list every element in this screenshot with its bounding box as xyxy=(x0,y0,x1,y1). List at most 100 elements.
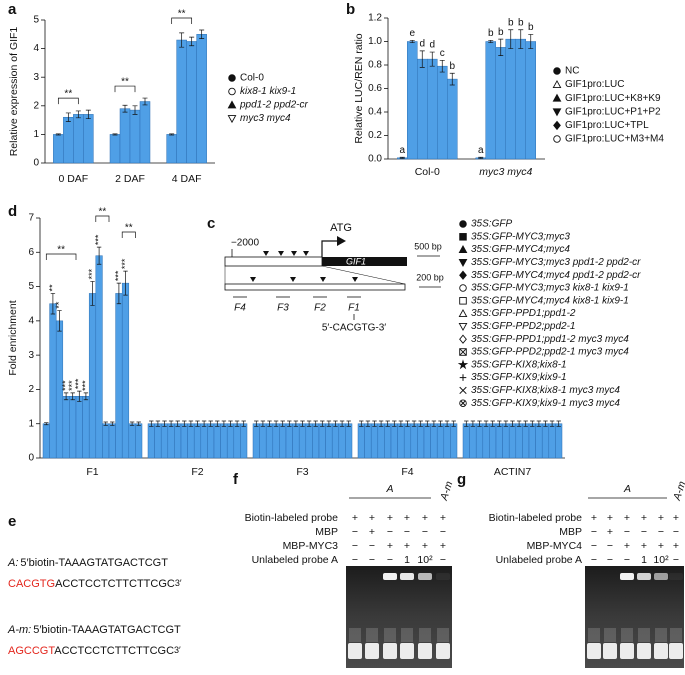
significance-label: ** xyxy=(57,245,65,256)
marker-shape xyxy=(458,245,468,254)
error-bar xyxy=(418,420,423,427)
significance-letter: c xyxy=(440,48,445,59)
significance-stars: ** xyxy=(54,301,64,309)
gel-band xyxy=(587,643,601,659)
x-tick-label: Col-0 xyxy=(415,166,440,178)
error-bar xyxy=(508,29,514,49)
cell: + xyxy=(422,540,428,552)
legend-marker xyxy=(458,258,468,267)
bar xyxy=(265,423,274,459)
bar xyxy=(129,109,141,164)
error-bar xyxy=(96,246,102,265)
bar xyxy=(88,293,97,459)
cell: + xyxy=(352,512,358,524)
cell: − xyxy=(591,540,597,552)
error-bar xyxy=(359,420,364,427)
cell: 10² xyxy=(417,554,433,566)
bar xyxy=(272,423,280,459)
y-tick-label: 0.0 xyxy=(368,154,382,165)
bar xyxy=(279,423,287,459)
error-bar xyxy=(293,420,299,427)
error-bar xyxy=(411,420,417,427)
legend-label: 35S:GFP-PPD1;ppd1-2 myc3 myc4 xyxy=(471,334,629,345)
y-tick-label: 0.4 xyxy=(368,107,382,118)
legend-marker xyxy=(458,309,468,318)
y-tick-label: 4 xyxy=(28,315,34,326)
error-bar xyxy=(50,293,56,315)
x-tick-label: F3 xyxy=(296,466,308,478)
row-label: Biotin-labeled probe xyxy=(489,512,583,524)
significance-stars: *** xyxy=(60,380,70,391)
error-bar xyxy=(385,420,390,427)
gene-label: GIF1 xyxy=(346,256,366,266)
cell: + xyxy=(404,512,410,524)
error-bar xyxy=(221,420,227,427)
bar xyxy=(180,423,188,459)
legend-marker xyxy=(553,67,561,75)
bar xyxy=(397,423,405,459)
legend-marker xyxy=(228,87,236,96)
significance-stars: *** xyxy=(74,378,84,389)
significance-letter: d xyxy=(429,40,435,51)
bar xyxy=(167,423,175,459)
significance-label: ** xyxy=(178,9,186,20)
mutant-header: A-m xyxy=(438,480,456,503)
legend-label: 35S:GFP-MYC4;myc4 kix8-1 kix9-1 xyxy=(471,295,629,306)
error-bar xyxy=(129,421,135,426)
gel-band xyxy=(620,573,634,580)
cell: − xyxy=(369,554,375,566)
cell: + xyxy=(404,540,410,552)
significance-letter: b xyxy=(518,17,524,28)
legend-label: 35S:GFP-KIX8;kix8-1 xyxy=(471,359,567,370)
bar xyxy=(259,423,267,459)
gene-box xyxy=(322,257,407,266)
cell: − xyxy=(440,554,446,566)
legend-label: 35S:GFP-KIX9;kix9-1 xyxy=(471,372,567,383)
bar xyxy=(541,423,550,459)
x-tick-label: F2 xyxy=(191,466,203,478)
cell: − xyxy=(422,526,428,538)
error-bar xyxy=(228,420,233,427)
cell: 1 xyxy=(404,554,410,566)
significance-bracket xyxy=(121,231,136,238)
gel-image xyxy=(346,566,452,668)
legend-marker xyxy=(458,245,468,254)
error-bar xyxy=(195,420,200,427)
bar xyxy=(407,41,418,160)
bar xyxy=(119,108,131,164)
bar xyxy=(475,423,484,459)
y-tick-label: 0 xyxy=(28,453,34,464)
legend-marker xyxy=(459,374,467,381)
error-bar xyxy=(201,420,207,427)
cell: + xyxy=(369,526,375,538)
error-bar xyxy=(188,420,194,427)
error-bar xyxy=(405,420,410,427)
gel-smear xyxy=(670,628,682,642)
marker-shape xyxy=(458,322,468,331)
x-tick-label: 2 DAF xyxy=(115,173,145,185)
y-axis-label: Fold enrichment xyxy=(7,300,19,375)
cell: + xyxy=(624,540,630,552)
marker-shape xyxy=(459,233,467,241)
y-tick-label: 3 xyxy=(28,350,34,361)
probe-end: 3′ xyxy=(174,645,181,655)
gel-band xyxy=(383,643,397,659)
error-bar xyxy=(498,38,504,56)
error-bar xyxy=(444,420,450,427)
legend-label: 35S:GFP-MYC4;myc4 ppd1-2 ppd2-cr xyxy=(471,270,641,281)
error-bar xyxy=(260,420,266,427)
error-bar xyxy=(199,29,205,39)
gel-band xyxy=(418,643,432,659)
bar xyxy=(437,65,448,160)
error-bar xyxy=(280,420,285,427)
cell: + xyxy=(607,512,613,524)
error-bar xyxy=(399,156,405,159)
error-bar xyxy=(372,420,377,427)
error-bar xyxy=(300,420,305,427)
row-label: MBP-MYC4 xyxy=(527,540,583,552)
error-bar xyxy=(70,392,75,401)
probe-header: A xyxy=(623,483,631,495)
probe-line: AGCCGTACCTCCTCTTCTTCGC3′ xyxy=(8,645,181,657)
